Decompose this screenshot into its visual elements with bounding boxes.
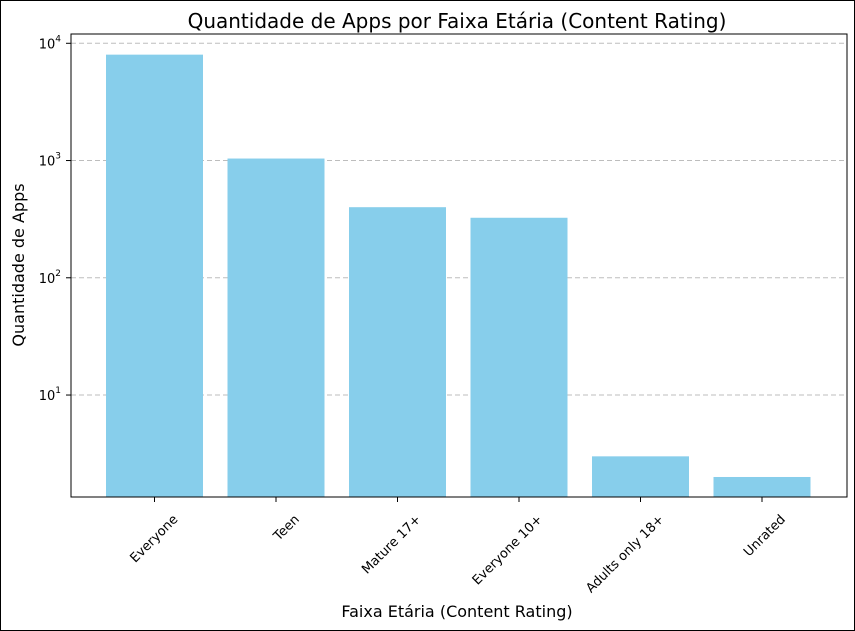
bar-unrated — [713, 476, 811, 497]
y-tick-exponent: 2 — [55, 269, 61, 279]
x-tick-label: Everyone 10+ — [470, 512, 546, 588]
bar-mature-17 — [349, 207, 446, 497]
y-axis-label: Quantidade de Apps — [9, 183, 28, 346]
plot-area-border — [70, 33, 848, 498]
x-tick-label: Teen — [270, 512, 303, 545]
y-tick-label: 102 — [39, 269, 61, 287]
x-tick-label: Unrated — [741, 512, 789, 560]
y-tick-exponent: 4 — [55, 34, 61, 44]
bars — [106, 54, 811, 498]
y-tick-exponent: 1 — [55, 386, 61, 396]
bar-teen — [227, 158, 325, 498]
y-tick-base: 10 — [39, 272, 56, 287]
x-tick-label: Mature 17+ — [359, 512, 424, 577]
x-axis-ticks: Everyone Teen Mature 17+ Everyone 10+ Adults… — [127, 497, 789, 596]
y-tick-label: 103 — [39, 152, 61, 170]
y-tick-base: 10 — [39, 37, 56, 52]
bar-everyone-10 — [470, 217, 568, 497]
y-tick-label: 101 — [39, 386, 61, 404]
y-tick-label: 104 — [39, 34, 62, 52]
y-tick-base: 10 — [39, 389, 56, 404]
chart-title: Quantidade de Apps por Faixa Etária (Con… — [188, 9, 727, 33]
bar-adults-only-18 — [592, 456, 689, 497]
y-tick-base: 10 — [39, 155, 56, 170]
bar-everyone — [106, 54, 203, 497]
x-tick-label: Adults only 18+ — [583, 512, 667, 596]
x-tick-label: Everyone — [127, 512, 181, 566]
y-tick-exponent: 3 — [55, 152, 61, 162]
x-axis-label: Faixa Etária (Content Rating) — [341, 602, 572, 621]
